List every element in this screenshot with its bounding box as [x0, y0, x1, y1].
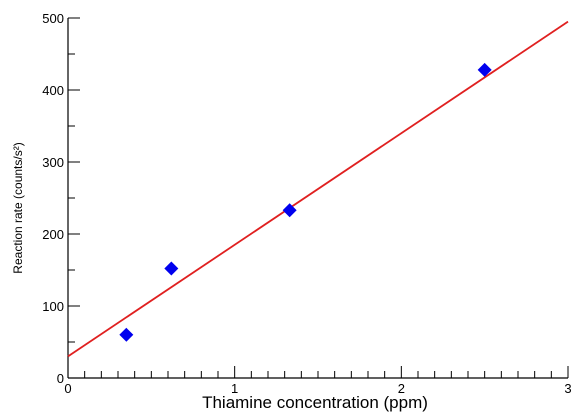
data-points [119, 62, 492, 342]
x-axis-label: Thiamine concentration (ppm) [202, 393, 428, 412]
tick-labels: 0 1 2 3 0 100 200 300 400 500 [42, 11, 571, 396]
y-tick-label: 500 [42, 11, 64, 26]
y-tick-label: 0 [57, 371, 64, 386]
x-tick-label: 0 [64, 381, 71, 396]
axes [67, 17, 569, 379]
y-axis-label: Reaction rate (counts/s²) [11, 142, 25, 273]
fit-line [67, 20, 569, 358]
data-point [164, 261, 179, 276]
data-point [477, 62, 492, 77]
fit-line-layer [67, 20, 569, 358]
x-tick-label: 2 [398, 381, 405, 396]
x-tick-label: 1 [231, 381, 238, 396]
data-point [282, 203, 297, 218]
data-point [119, 327, 134, 342]
y-tick-label: 400 [42, 83, 64, 98]
y-tick-label: 300 [42, 155, 64, 170]
y-tick-label: 200 [42, 227, 64, 242]
y-tick-label: 100 [42, 299, 64, 314]
x-tick-label: 3 [564, 381, 571, 396]
